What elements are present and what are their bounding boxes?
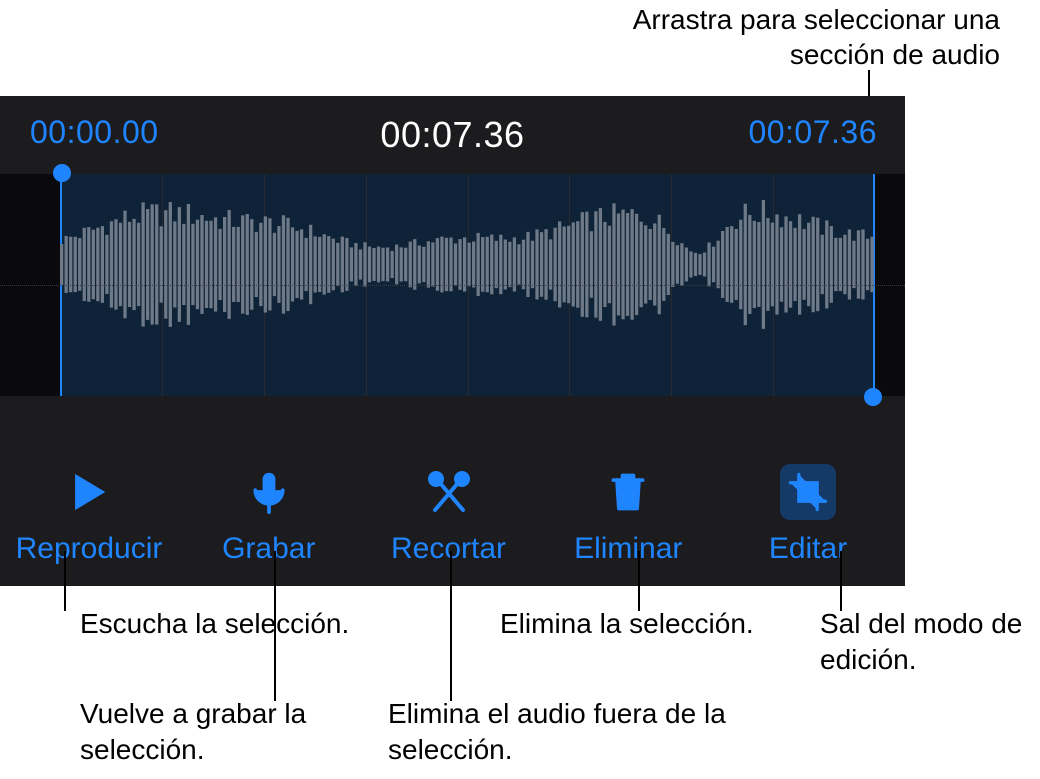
waveform-midline bbox=[0, 285, 905, 286]
delete-label: Eliminar bbox=[574, 532, 682, 566]
callout-edit: Sal del modo de edición. bbox=[820, 606, 1030, 679]
trash-icon bbox=[600, 464, 656, 520]
scissors-icon bbox=[421, 464, 477, 520]
callout-select-drag: Arrastra para seleccionar una sección de… bbox=[580, 2, 1000, 72]
callout-leader bbox=[274, 551, 276, 701]
callout-delete: Elimina la selección. bbox=[500, 606, 760, 642]
edit-label: Editar bbox=[769, 532, 847, 566]
callout-leader bbox=[64, 551, 66, 611]
callout-text: Elimina el audio fuera de la selección. bbox=[388, 698, 726, 765]
time-ruler: 00:00.00 00:07.36 00:07.36 bbox=[0, 96, 905, 156]
callout-leader bbox=[450, 551, 452, 701]
callout-text: Elimina la selección. bbox=[500, 608, 754, 639]
time-current: 00:07.36 bbox=[380, 114, 524, 156]
record-label: Grabar bbox=[222, 532, 315, 566]
crop-icon bbox=[780, 464, 836, 520]
callout-text: Escucha la selección. bbox=[80, 608, 349, 639]
play-label: Reproducir bbox=[16, 532, 163, 566]
callout-text: Sal del modo de edición. bbox=[820, 608, 1022, 675]
callout-leader bbox=[638, 551, 640, 611]
waveform-track[interactable] bbox=[60, 174, 875, 396]
callout-leader bbox=[840, 551, 842, 611]
callout-record: Vuelve a grabar la selección. bbox=[80, 696, 380, 769]
edit-mode-button[interactable]: Editar bbox=[723, 464, 893, 566]
callout-trim: Elimina el audio fuera de la selección. bbox=[388, 696, 728, 769]
trim-label: Recortar bbox=[391, 532, 506, 566]
play-button[interactable]: Reproducir bbox=[4, 464, 174, 566]
callout-text: Arrastra para seleccionar una sección de… bbox=[633, 4, 1000, 70]
time-end: 00:07.36 bbox=[748, 114, 877, 151]
delete-button[interactable]: Eliminar bbox=[543, 464, 713, 566]
time-start: 00:00.00 bbox=[30, 114, 159, 151]
callout-text: Vuelve a grabar la selección. bbox=[80, 698, 306, 765]
audio-edit-panel: 00:00.00 00:07.36 00:07.36 Reproducir bbox=[0, 96, 905, 586]
edit-toolbar: Reproducir Grabar Recortar bbox=[0, 464, 905, 566]
waveform-bars bbox=[60, 174, 875, 355]
callout-play: Escucha la selección. bbox=[80, 606, 360, 642]
play-icon bbox=[61, 464, 117, 520]
waveform-area[interactable] bbox=[0, 174, 905, 396]
trim-button[interactable]: Recortar bbox=[364, 464, 534, 566]
mic-icon bbox=[241, 464, 297, 520]
record-button[interactable]: Grabar bbox=[184, 464, 354, 566]
